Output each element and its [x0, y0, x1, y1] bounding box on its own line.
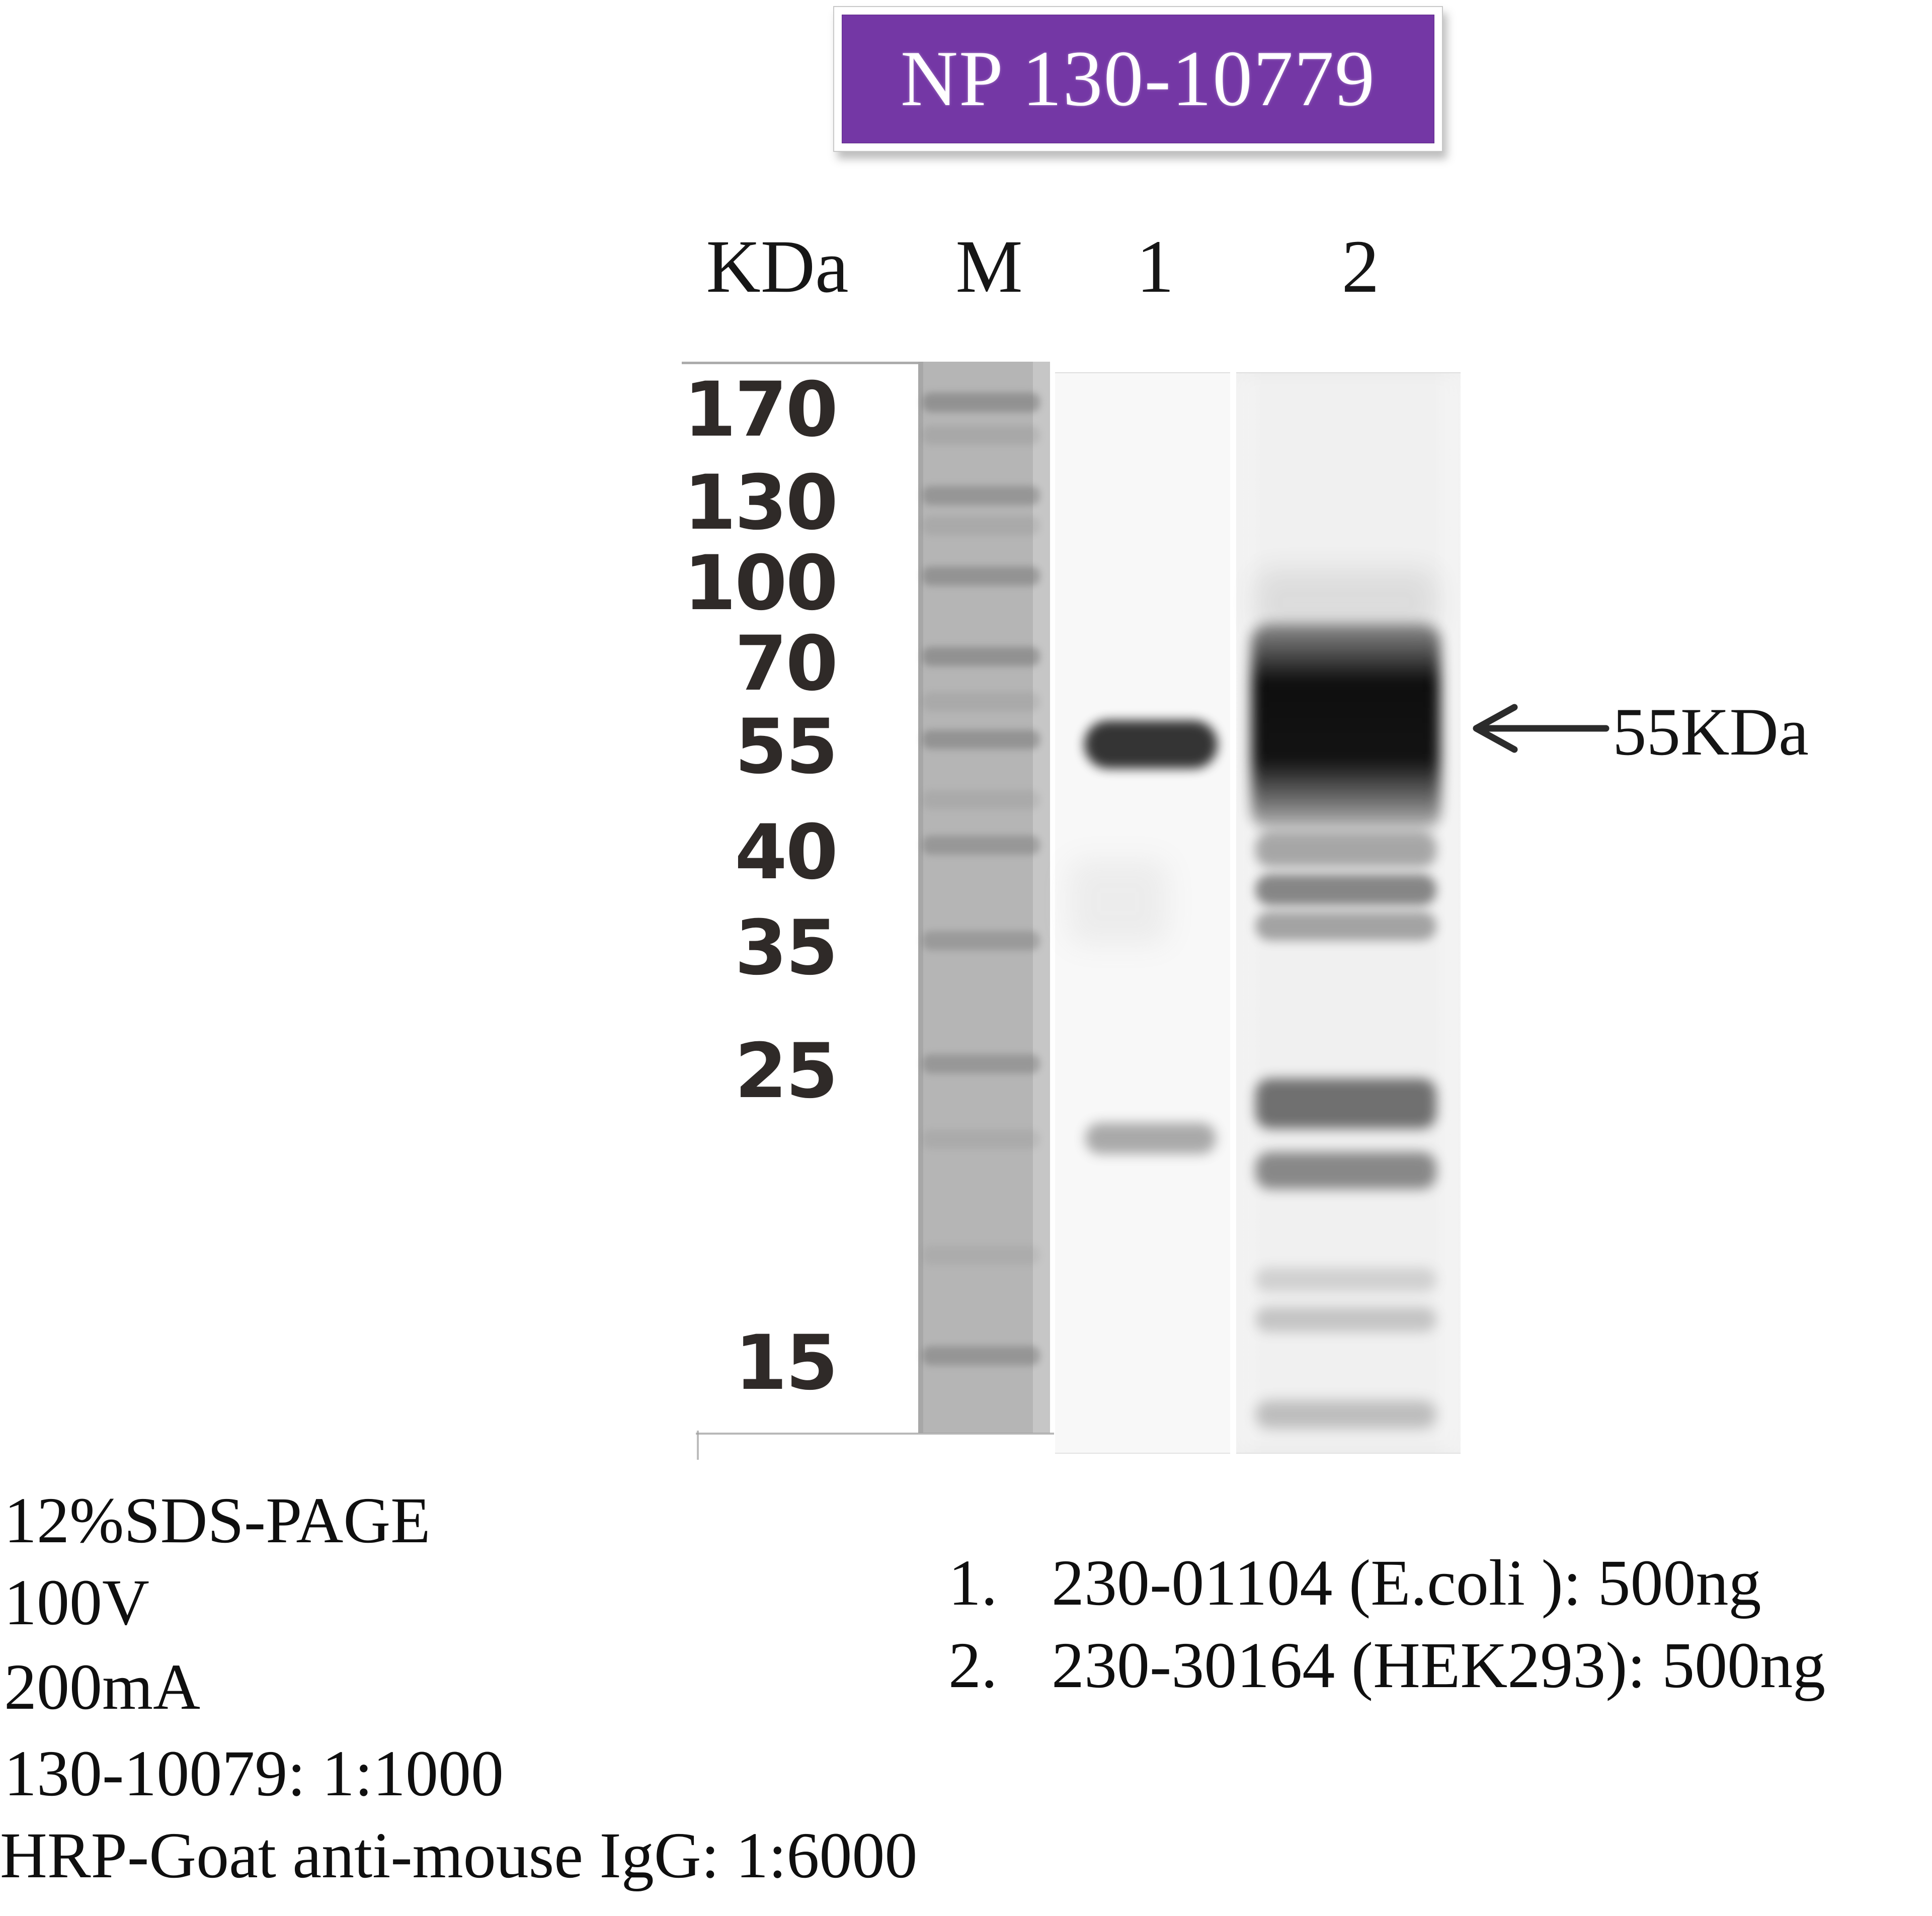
- product-banner-plate: NP 130-10779: [842, 15, 1434, 143]
- gel-band-lane2: [1255, 1152, 1436, 1189]
- sample-text: 230-01104 (E.coli ): 500ng: [1052, 1547, 1761, 1619]
- marker-band: [922, 426, 1040, 445]
- sample-item-1: 1. 230-01104 (E.coli ): 500ng: [948, 1547, 1761, 1619]
- marker-band: [922, 566, 1040, 586]
- kda-unit-label: KDa: [706, 225, 849, 308]
- gel-band-lane2: [1255, 1078, 1436, 1129]
- note-gel-percentage: 12%SDS-PAGE: [4, 1484, 431, 1557]
- ladder-label-25: 25: [735, 1028, 838, 1115]
- marker-band: [922, 1245, 1040, 1265]
- lane-header-2: 2: [1341, 225, 1380, 308]
- marker-band: [922, 1054, 1040, 1073]
- ladder-label-15: 15: [735, 1319, 838, 1407]
- lane-1-blot: [1055, 372, 1230, 1454]
- gel-bottom-edge: [697, 1431, 699, 1460]
- gel-band-lane2-bottom: [1255, 1400, 1436, 1429]
- note-voltage: 100V: [4, 1566, 149, 1639]
- sample-number: 1.: [948, 1547, 998, 1619]
- band-size-label: 55KDa: [1613, 695, 1809, 770]
- left-arrow-icon: [1473, 704, 1609, 753]
- lane-header-1: 1: [1136, 225, 1174, 308]
- note-secondary-antibody: HRP-Goat anti-mouse IgG: 1:6000: [0, 1819, 918, 1892]
- marker-lane-edge: [918, 362, 923, 1433]
- gel-image: 170 130 100 70 55 40 35 25 15: [682, 345, 1462, 1460]
- ladder-label-70: 70: [735, 620, 838, 708]
- marker-band: [922, 1346, 1040, 1365]
- marker-band: [922, 486, 1040, 505]
- sample-number: 2.: [948, 1629, 998, 1702]
- marker-lane-edge: [1033, 362, 1050, 1433]
- lane-header-m: M: [955, 225, 1023, 308]
- gel-band-lane2-faint: [1255, 1307, 1436, 1332]
- marker-lane: [918, 362, 1050, 1433]
- gel-band-lane2: [1255, 874, 1436, 905]
- ladder-label-40: 40: [735, 809, 838, 896]
- ladder-label-100: 100: [683, 540, 838, 627]
- ladder-label-130: 130: [683, 459, 838, 547]
- gel-band-lane2: [1255, 832, 1436, 867]
- product-code: NP 130-10779: [900, 35, 1376, 123]
- note-current: 200mA: [4, 1651, 200, 1723]
- gel-band-lane2-faint: [1255, 1268, 1436, 1292]
- gel-band-lane1-low: [1085, 1123, 1216, 1154]
- gel-top-edge: [682, 362, 922, 364]
- marker-band: [922, 393, 1040, 412]
- marker-band: [922, 790, 1040, 809]
- marker-band: [922, 692, 1040, 711]
- gel-bottom-edge: [696, 1433, 1054, 1435]
- sample-item-2: 2. 230-30164 (HEK293): 500ng: [948, 1630, 1825, 1702]
- gel-band-lane1-55kda: [1084, 720, 1218, 769]
- ladder-label-170: 170: [683, 366, 838, 454]
- marker-band: [922, 516, 1040, 535]
- marker-band: [922, 647, 1040, 666]
- note-primary-antibody: 130-10079: 1:1000: [4, 1737, 504, 1810]
- marker-band: [922, 836, 1040, 855]
- marker-band: [922, 1130, 1040, 1149]
- ladder-label-55: 55: [735, 703, 838, 791]
- gel-band-lane2-55kda-main: [1251, 624, 1440, 830]
- product-banner: NP 130-10779: [833, 6, 1443, 152]
- gel-band-lane2: [1255, 911, 1436, 941]
- ladder-label-35: 35: [735, 904, 838, 992]
- marker-band: [922, 931, 1040, 950]
- gel-band-lane1-faint-smear: [1068, 859, 1168, 945]
- lane-2-blot: [1236, 372, 1461, 1454]
- marker-band: [922, 730, 1040, 749]
- sample-text: 230-30164 (HEK293): 500ng: [1052, 1629, 1826, 1702]
